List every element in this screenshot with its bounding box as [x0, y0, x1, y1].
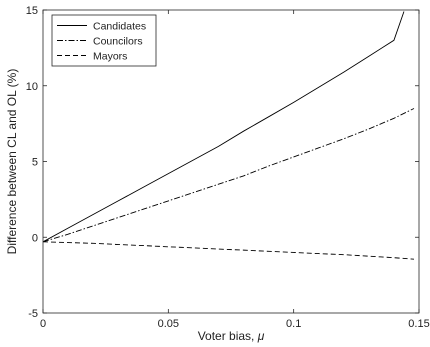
legend-box	[51, 14, 157, 67]
legend: Candidates Councilors Mayors	[51, 14, 157, 67]
series-line-candidates	[42, 11, 405, 243]
y-tick-label: -5	[28, 308, 38, 320]
x-tick-label: 0.1	[286, 318, 301, 330]
y-axis-label: Difference between CL and OL (%)	[5, 69, 19, 255]
legend-label: Candidates	[93, 21, 146, 33]
y-tick-label: 5	[32, 157, 38, 169]
x-axis-label-symbol: μ	[257, 329, 265, 343]
x-axis-ticks: 0 0.05 0.1 0.15	[40, 10, 430, 330]
legend-label: Councilors	[93, 36, 143, 48]
y-tick-label: 10	[26, 81, 38, 93]
x-tick-label: 0.05	[158, 318, 179, 330]
y-axis-ticks: -5 0 5 10 15	[26, 5, 419, 320]
series-line-councilors	[42, 108, 415, 243]
x-axis-label-text: Voter bias,	[198, 329, 258, 343]
x-tick-label: 0	[40, 318, 46, 330]
y-tick-label: 0	[32, 232, 38, 244]
series-line-mayors	[42, 241, 415, 260]
series-layer	[42, 11, 415, 260]
legend-label: Mayors	[93, 51, 127, 63]
y-tick-label: 15	[26, 5, 38, 17]
x-axis-label: Voter bias, μ	[198, 329, 265, 343]
x-tick-label: 0.15	[408, 318, 429, 330]
